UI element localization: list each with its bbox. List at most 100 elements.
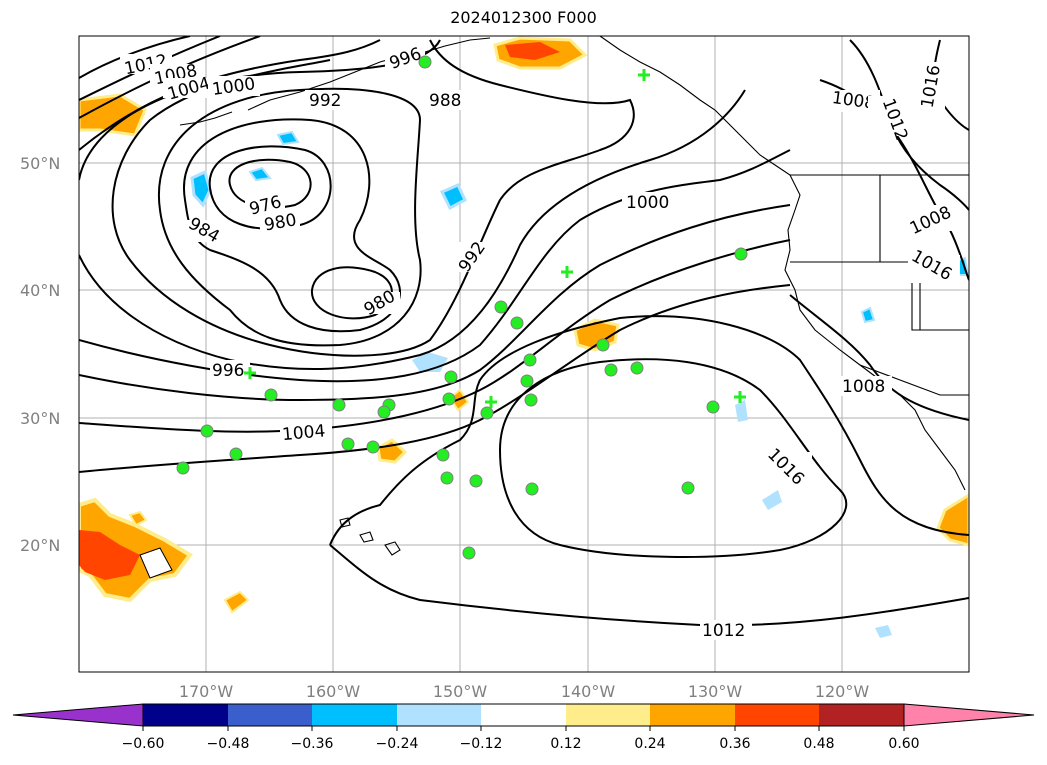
plus-marker: [638, 69, 650, 81]
contour-1012-east: [849, 39, 969, 211]
contour-label: 988: [429, 91, 461, 111]
positive-anomaly-patch: [79, 530, 140, 580]
lat-label: 50°N: [20, 154, 60, 173]
contour-label: 1008: [842, 377, 885, 397]
colorbar: −0.60 −0.48 −0.36 −0.24 −0.12 0.12 0.24 …: [12, 703, 1035, 752]
colorbar-extend-max: [903, 703, 1035, 727]
station-marker: [480, 406, 494, 420]
station-marker: [332, 398, 346, 412]
colorbar-tick-label: −0.12: [460, 736, 503, 752]
contour-label: 1012: [702, 621, 745, 641]
contour-1012-bottom: [329, 544, 969, 627]
mexico-border: [859, 364, 969, 396]
contour-980: [208, 145, 332, 230]
contour-988: [157, 87, 422, 347]
negative-anomaly-patch: [735, 400, 748, 422]
plus-marker: [244, 367, 256, 379]
hawaii-islands: [339, 517, 401, 556]
station-markers: [176, 55, 748, 560]
station-marker: [510, 316, 524, 330]
contour-label: 992: [309, 91, 341, 111]
positive-anomaly-patch: [223, 590, 250, 614]
negative-anomaly-patch: [190, 169, 212, 208]
contour-1016: [498, 358, 848, 558]
station-marker: [604, 363, 618, 377]
positive-anomaly-patch: [128, 510, 148, 527]
negative-anomaly-patch: [276, 130, 300, 146]
map-title: 2024012300 F000: [450, 8, 597, 27]
station-marker: [229, 447, 243, 461]
lat-label: 30°N: [20, 409, 60, 428]
negative-anomaly-patch: [762, 490, 782, 510]
lon-label: 130°W: [688, 682, 743, 701]
contour-label: 1004: [281, 421, 326, 445]
contour-label: 996: [212, 361, 244, 381]
colorbar-tick-label: 0.12: [550, 736, 581, 752]
colorbar-tick-label: −0.60: [122, 736, 165, 752]
lat-label: 40°N: [20, 281, 60, 300]
station-marker: [525, 482, 539, 496]
lat-label: 20°N: [20, 536, 60, 555]
station-marker: [366, 440, 380, 454]
colorbar-tick-label: 0.48: [803, 736, 834, 752]
contour-1012-mid: [79, 284, 791, 473]
colorbar-bin: [228, 704, 312, 726]
station-marker: [418, 55, 432, 69]
station-marker: [520, 374, 534, 388]
contour-labels: 1012 1008 1004 1000 992 996 988 976 980 …: [120, 44, 960, 641]
positive-anomaly-patch: [139, 547, 173, 579]
colorbar-bin: [735, 704, 819, 726]
colorbar-bin: [143, 704, 228, 726]
plus-marker: [734, 391, 746, 403]
station-marker: [377, 405, 391, 419]
contour-1012: [79, 36, 191, 79]
longitude-labels: 170°W 160°W 150°W 140°W 130°W 120°W: [179, 682, 870, 701]
lon-label: 150°W: [433, 682, 488, 701]
aleutian-islands: [179, 111, 233, 126]
colorbar-bin: [566, 704, 650, 726]
station-marker: [469, 474, 483, 488]
colorbar-tick-label: −0.36: [291, 736, 334, 752]
gridlines: [79, 36, 969, 672]
state-border: [790, 261, 969, 331]
negative-anomaly-patch: [875, 625, 892, 638]
plus-marker: [561, 266, 573, 278]
negative-anomaly-patch: [439, 183, 467, 211]
plus-markers: [244, 69, 746, 408]
map-frame: [78, 35, 970, 673]
lon-label: 160°W: [306, 682, 361, 701]
lon-label: 140°W: [561, 682, 616, 701]
negative-anomaly-patch: [248, 166, 272, 182]
station-marker: [734, 247, 748, 261]
station-marker: [442, 392, 456, 406]
station-marker: [176, 461, 190, 475]
plus-marker: [485, 396, 497, 408]
contour-984: [182, 118, 401, 333]
colorbar-tick-label: 0.24: [634, 736, 665, 752]
colorbar-extend-min: [12, 703, 144, 727]
negative-anomaly-patch: [860, 306, 876, 324]
contour-1008-se: [789, 294, 969, 421]
station-marker: [523, 353, 537, 367]
colorbar-tick-label: 0.60: [888, 736, 919, 752]
colorbar-bin: [397, 704, 481, 726]
station-marker: [596, 338, 610, 352]
contour-1004-mid: [79, 204, 791, 402]
colorbar-tick-label: −0.24: [376, 736, 419, 752]
contour-988-north: [111, 39, 635, 357]
colorbar-bin: [819, 704, 904, 726]
contour-996: [79, 89, 746, 371]
colorbar-tick-label: 0.36: [719, 736, 750, 752]
contour-1008-mid: [79, 239, 791, 433]
coastlines: [179, 36, 969, 556]
positive-anomaly-patch: [376, 438, 408, 464]
station-marker: [494, 300, 508, 314]
colorbar-tick-label: −0.48: [207, 736, 250, 752]
contour-1012-south: [329, 315, 969, 546]
station-marker: [440, 471, 454, 485]
latitude-labels: 50°N 40°N 30°N 20°N: [20, 154, 60, 555]
positive-anomaly-patch: [505, 42, 560, 60]
lon-label: 170°W: [179, 682, 234, 701]
north-america-coastline: [599, 36, 966, 491]
